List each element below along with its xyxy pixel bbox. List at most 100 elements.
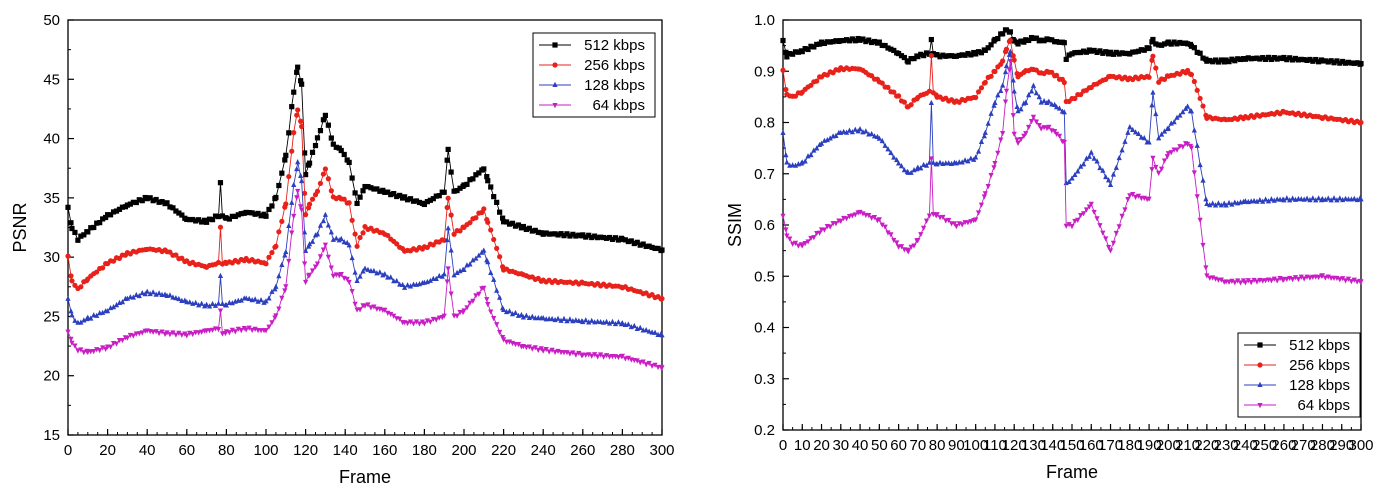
data-point	[312, 142, 319, 149]
data-point	[176, 330, 182, 336]
data-point	[818, 39, 825, 45]
legend: 512 kbps 256 kbps 128 kbps 64 kbps	[1237, 332, 1361, 418]
data-point	[885, 230, 891, 236]
data-point	[625, 238, 631, 245]
data-point	[196, 302, 202, 308]
data-point	[349, 217, 355, 223]
data-point	[896, 93, 902, 99]
data-point	[263, 328, 269, 334]
data-point	[1180, 144, 1186, 150]
data-point	[457, 228, 463, 234]
data-point	[1086, 204, 1092, 210]
data-point	[1015, 41, 1021, 47]
data-point	[394, 277, 400, 284]
data-point	[461, 308, 467, 314]
data-point	[1028, 88, 1035, 94]
data-point	[879, 42, 885, 49]
data-point	[783, 86, 789, 93]
data-point	[1191, 45, 1197, 51]
data-point	[276, 306, 282, 312]
data-point	[799, 49, 805, 55]
x-tick-label: 60	[178, 442, 195, 459]
data-point	[153, 329, 159, 335]
data-point	[1046, 124, 1052, 130]
data-point	[625, 321, 631, 327]
data-point	[520, 223, 526, 230]
data-point	[448, 212, 454, 218]
data-point	[147, 290, 153, 297]
data-point	[1185, 41, 1191, 47]
data-point	[209, 217, 216, 223]
data-point	[1002, 68, 1009, 75]
data-point	[1119, 50, 1125, 56]
data-point	[341, 196, 347, 202]
data-point	[488, 269, 494, 275]
data-point	[1284, 57, 1290, 63]
data-point	[136, 331, 142, 337]
data-point	[1130, 49, 1136, 55]
data-point	[1161, 76, 1168, 83]
data-point	[173, 252, 179, 258]
data-point	[404, 320, 411, 327]
data-point	[1119, 147, 1125, 153]
data-point	[1287, 197, 1293, 203]
data-point	[1334, 58, 1340, 64]
data-point	[491, 276, 497, 282]
data-point	[991, 165, 997, 171]
data-point	[576, 232, 582, 238]
data-point	[226, 330, 232, 336]
data-point	[780, 37, 786, 44]
data-point	[416, 321, 423, 327]
data-point	[965, 158, 971, 164]
y-tick-label: 30	[43, 249, 60, 266]
data-point	[802, 158, 808, 164]
data-point	[1011, 131, 1017, 137]
data-point	[1331, 60, 1337, 66]
data-point	[167, 292, 173, 298]
data-point	[790, 51, 796, 57]
legend-label: 64 kbps	[1297, 397, 1350, 414]
data-point	[217, 180, 224, 186]
series-512-kbps	[65, 64, 665, 254]
data-point	[397, 316, 403, 322]
data-point	[352, 301, 358, 307]
y-tick-label: 0.3	[754, 371, 775, 388]
data-point	[124, 335, 130, 341]
data-point	[852, 212, 858, 218]
data-point	[1298, 56, 1304, 62]
data-point	[841, 128, 847, 134]
data-point	[1248, 280, 1254, 286]
data-point	[1000, 31, 1006, 37]
data-point	[1149, 102, 1155, 108]
data-point	[1127, 51, 1133, 57]
data-point	[1328, 197, 1334, 203]
data-point	[1107, 248, 1114, 254]
data-point	[312, 264, 319, 270]
data-point	[652, 362, 658, 368]
data-point	[1053, 39, 1060, 45]
data-point	[302, 190, 308, 196]
data-point	[81, 232, 87, 238]
data-point	[497, 294, 503, 300]
data-point	[930, 51, 936, 57]
data-point	[871, 214, 878, 221]
x-tick-label: 220	[1194, 437, 1219, 454]
data-point	[330, 273, 336, 279]
data-point	[1257, 56, 1263, 62]
data-point	[294, 165, 300, 172]
data-point	[649, 244, 655, 251]
data-point	[500, 215, 506, 221]
data-point	[309, 149, 316, 155]
data-point	[291, 89, 297, 95]
data-point	[1210, 59, 1216, 65]
data-point	[116, 206, 123, 212]
data-point	[609, 318, 616, 324]
data-point	[982, 79, 988, 86]
data-point	[529, 346, 535, 352]
data-point	[1185, 103, 1191, 109]
data-point	[992, 99, 998, 105]
data-point	[1158, 166, 1165, 172]
data-point	[973, 154, 979, 160]
data-point	[529, 228, 535, 234]
